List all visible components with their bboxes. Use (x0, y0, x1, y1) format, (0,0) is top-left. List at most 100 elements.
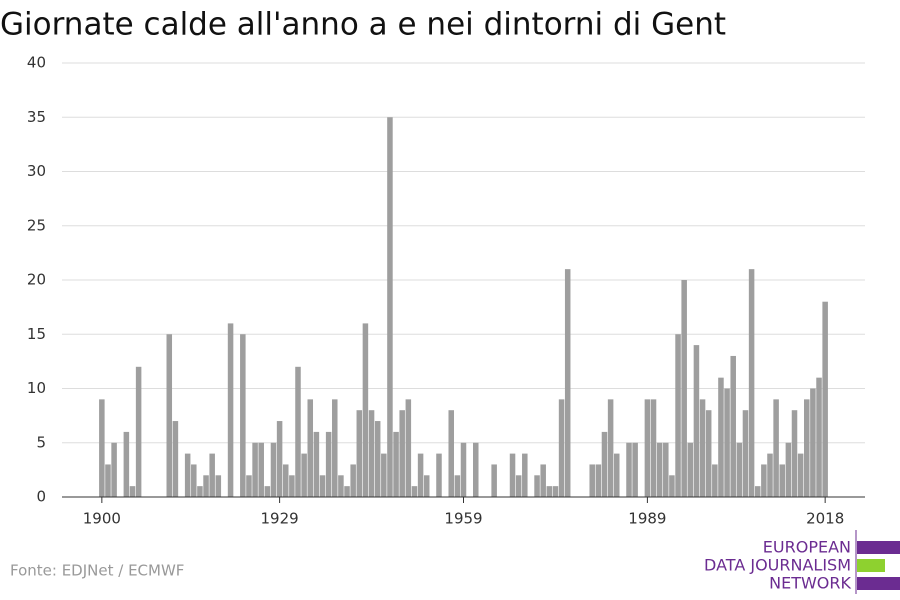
bar (767, 453, 773, 497)
bar (810, 388, 816, 497)
bar (736, 442, 743, 497)
bar (411, 486, 418, 497)
bar (473, 442, 479, 497)
bar (436, 453, 442, 497)
logo-text: EUROPEAN (763, 538, 851, 557)
bar (730, 355, 736, 497)
bar (172, 421, 179, 497)
bar (399, 410, 405, 497)
logo-bar (857, 559, 885, 572)
bar (509, 453, 516, 497)
x-tick-label: 1989 (628, 510, 666, 528)
y-tick-label: 30 (27, 162, 46, 180)
bar (773, 399, 779, 497)
x-tick-label: 2018 (806, 510, 844, 528)
bar (515, 475, 522, 497)
x-tick-label: 1929 (261, 510, 299, 528)
y-tick-label: 15 (27, 325, 46, 343)
bar (699, 399, 706, 497)
bar (374, 421, 381, 497)
bar (681, 280, 687, 497)
bar (693, 345, 700, 497)
bar (381, 453, 387, 497)
bar (607, 399, 614, 497)
chart-title: Giornate calde all'anno a e nei dintorni… (0, 7, 726, 43)
bar (546, 486, 553, 497)
bar (785, 442, 792, 497)
bar (325, 431, 332, 497)
bar (663, 442, 669, 497)
y-tick-label: 25 (27, 216, 46, 234)
bar (276, 421, 283, 497)
bar (184, 453, 191, 497)
bar (626, 442, 632, 497)
bar (718, 377, 724, 497)
bar (669, 475, 675, 497)
bar (203, 475, 209, 497)
bar (209, 453, 215, 497)
bar (779, 464, 786, 497)
bar (129, 486, 136, 497)
bar (656, 442, 663, 497)
bar (687, 442, 694, 497)
bar (644, 399, 651, 497)
y-tick-label: 20 (27, 271, 46, 289)
bar (338, 475, 344, 497)
bar (724, 388, 730, 497)
bar (387, 117, 393, 497)
bar (797, 453, 804, 497)
bar (393, 431, 399, 497)
bar (454, 475, 461, 497)
bar (589, 464, 595, 497)
bar (270, 442, 277, 497)
bar (166, 334, 173, 497)
bar (191, 464, 197, 497)
bar (240, 334, 246, 497)
bar (332, 399, 338, 497)
bar (289, 475, 295, 497)
bar (135, 366, 142, 497)
bar (791, 410, 798, 497)
bar (301, 453, 307, 497)
bar (742, 410, 749, 497)
bar (522, 453, 528, 497)
bar (105, 464, 111, 497)
y-tick-label: 40 (27, 54, 46, 72)
logo-text: DATA JOURNALISM (704, 556, 851, 575)
bar (822, 301, 828, 497)
bar (595, 464, 602, 497)
bar (252, 442, 258, 497)
logo-text: NETWORK (769, 574, 851, 593)
bar (295, 366, 301, 497)
y-tick-label: 0 (36, 488, 46, 506)
bar (258, 442, 264, 497)
bar (356, 410, 363, 497)
bar (754, 486, 761, 497)
bar (307, 399, 314, 497)
bar (712, 464, 718, 497)
bar (123, 431, 130, 497)
bar (344, 486, 350, 497)
bar (761, 464, 767, 497)
bar (748, 269, 755, 497)
bar (675, 334, 681, 497)
logo-bar (857, 577, 900, 590)
bar (362, 323, 369, 497)
bar (534, 475, 540, 497)
bar (448, 410, 454, 497)
bar (405, 399, 412, 497)
bar (601, 431, 608, 497)
bar (491, 464, 497, 497)
bar (558, 399, 565, 497)
bar (564, 269, 571, 497)
bar (282, 464, 289, 497)
bar (246, 475, 252, 497)
bar (111, 442, 117, 497)
bar (227, 323, 234, 497)
bar (313, 431, 320, 497)
bar (540, 464, 546, 497)
bar (197, 486, 203, 497)
bar (552, 486, 559, 497)
bar (816, 377, 822, 497)
